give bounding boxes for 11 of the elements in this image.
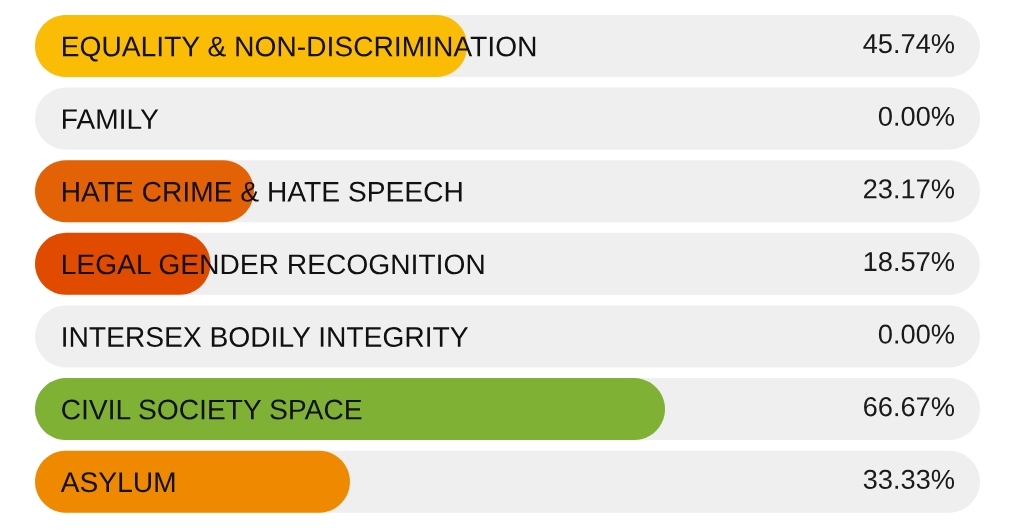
data-label: 23.17% [864,179,955,199]
data-label: 66.67% [864,397,955,417]
data-label: 18.57% [864,251,955,272]
y-tick-label: ASYLUM [60,472,175,493]
data-label: 0.00% [878,324,955,344]
data-label: 45.74% [863,34,955,54]
y-tick-label: CIVIL SOCIETY SPACE [62,399,362,420]
data-label: 33.33% [863,469,955,489]
data-label: 0.00% [878,106,955,126]
y-tick-label: INTERSEX BODILY INTEGRITY [63,326,468,347]
y-tick-label: FAMILY [63,109,159,129]
